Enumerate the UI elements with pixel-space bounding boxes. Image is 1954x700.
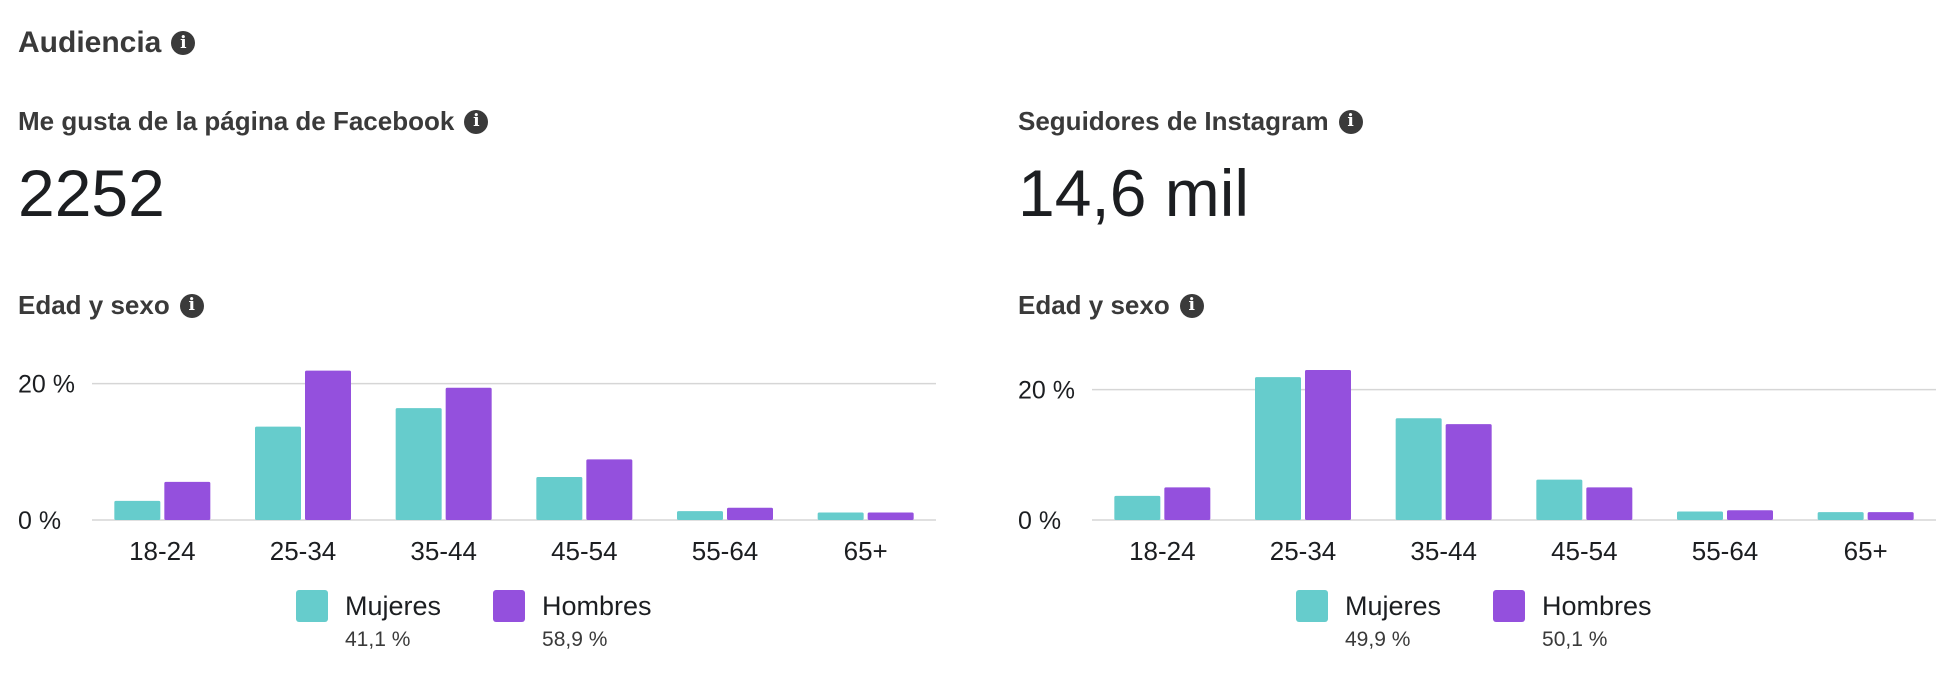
bar-hombres-55-64: [727, 507, 773, 520]
legend-swatch-hombres: [493, 590, 526, 622]
info-icon[interactable]: i: [179, 293, 204, 318]
age-gender-chart: 0 % 20 % 18-24 25-34 35-44 45-54 55-64 65+: [1018, 370, 1936, 566]
metric-label-text: Seguidores de Instagram: [1018, 106, 1329, 136]
bar-hombres-55-64: [1727, 510, 1773, 520]
chart-legend: Mujeres 49,9 % Hombres 50,1 %: [1296, 590, 1652, 652]
x-tick-label: 25-34: [1270, 536, 1337, 566]
bar-mujeres-45-54: [1536, 479, 1583, 520]
bar-hombres-65+: [1867, 512, 1914, 520]
legend-name: Mujeres: [345, 590, 442, 621]
chart-label-text: Edad y sexo: [18, 290, 170, 320]
info-icon[interactable]: i: [1179, 293, 1204, 318]
bar-hombres-65+: [867, 512, 914, 520]
bar-mujeres-18-24: [114, 500, 161, 520]
bar-mujeres-25-34: [255, 426, 301, 520]
y-tick-label: 20 %: [1018, 377, 1075, 405]
chart-label: Edad y sexo i: [18, 290, 204, 321]
section-title-text: Audiencia: [18, 26, 162, 59]
x-tick-label: 18-24: [1129, 536, 1196, 566]
y-tick-label: 20 %: [18, 371, 75, 399]
legend-percent: 50,1 %: [1542, 628, 1608, 651]
bar-hombres-35-44: [445, 387, 492, 520]
x-tick-label: 65+: [1844, 536, 1888, 566]
x-tick-label: 35-44: [410, 536, 477, 566]
x-tick-label: 18-24: [129, 536, 196, 566]
bar-mujeres-55-64: [1677, 511, 1723, 520]
bar-mujeres-25-34: [1255, 377, 1301, 520]
info-icon[interactable]: i: [464, 109, 489, 134]
legend-name: Hombres: [1542, 590, 1652, 621]
x-tick-label: 45-54: [1551, 536, 1618, 566]
bar-mujeres-65+: [1817, 512, 1864, 520]
bar-mujeres-35-44: [1395, 418, 1442, 520]
metric-label-text: Me gusta de la página de Facebook: [18, 106, 455, 136]
bar-mujeres-55-64: [677, 511, 723, 520]
metric-value: 2252: [18, 156, 165, 230]
age-gender-chart: 0 % 20 % 18-24 25-34 35-44 45-54 55-64 65+: [18, 370, 936, 566]
bar-hombres-25-34: [305, 370, 351, 520]
x-tick-label: 65+: [844, 536, 888, 566]
bar-mujeres-35-44: [395, 408, 442, 520]
legend-percent: 41,1 %: [345, 628, 411, 651]
metric-label: Seguidores de Instagram i: [1018, 106, 1363, 137]
bar-hombres-25-34: [1305, 370, 1351, 520]
legend-swatch-hombres: [1493, 590, 1526, 622]
bar-hombres-18-24: [1164, 487, 1211, 520]
legend-percent: 49,9 %: [1345, 628, 1411, 651]
bar-hombres-35-44: [1445, 424, 1492, 520]
bar-mujeres-45-54: [536, 477, 583, 520]
legend-item-mujeres[interactable]: Mujeres 41,1 %: [296, 590, 441, 652]
legend-percent: 58,9 %: [542, 628, 608, 651]
info-icon[interactable]: i: [171, 31, 196, 55]
metric-label: Me gusta de la página de Facebook i: [18, 106, 489, 137]
x-tick-label: 45-54: [551, 536, 618, 566]
legend-name: Mujeres: [1345, 590, 1442, 621]
x-tick-label: 35-44: [1410, 536, 1477, 566]
info-icon[interactable]: i: [1338, 109, 1363, 134]
chart-label-text: Edad y sexo: [1018, 290, 1170, 320]
x-tick-label: 25-34: [270, 536, 337, 566]
chart-label: Edad y sexo i: [1018, 290, 1204, 321]
facebook-panel: Me gusta de la página de Facebook i 2252…: [18, 0, 978, 700]
bar-mujeres-18-24: [1114, 495, 1161, 520]
y-tick-label: 0 %: [1018, 507, 1061, 535]
x-tick-label: 55-64: [1692, 536, 1759, 566]
bar-hombres-45-54: [1586, 487, 1633, 520]
bar-hombres-45-54: [586, 459, 633, 520]
bar-mujeres-65+: [817, 512, 864, 520]
instagram-panel: Seguidores de Instagram i 14,6 mil Edad …: [1018, 0, 1954, 700]
legend-item-hombres[interactable]: Hombres 58,9 %: [493, 590, 652, 652]
y-tick-label: 0 %: [18, 507, 61, 535]
chart-legend: Mujeres 41,1 % Hombres 58,9 %: [296, 590, 652, 652]
legend-item-mujeres[interactable]: Mujeres 49,9 %: [1296, 590, 1441, 652]
legend-swatch-mujeres: [1296, 590, 1328, 622]
metric-value: 14,6 mil: [1018, 156, 1250, 230]
legend-item-hombres[interactable]: Hombres 50,1 %: [1493, 590, 1652, 652]
legend-name: Hombres: [542, 590, 652, 621]
bar-hombres-18-24: [164, 481, 211, 520]
legend-swatch-mujeres: [296, 590, 328, 622]
x-tick-label: 55-64: [692, 536, 759, 566]
section-title: Audiencia i: [18, 26, 196, 60]
